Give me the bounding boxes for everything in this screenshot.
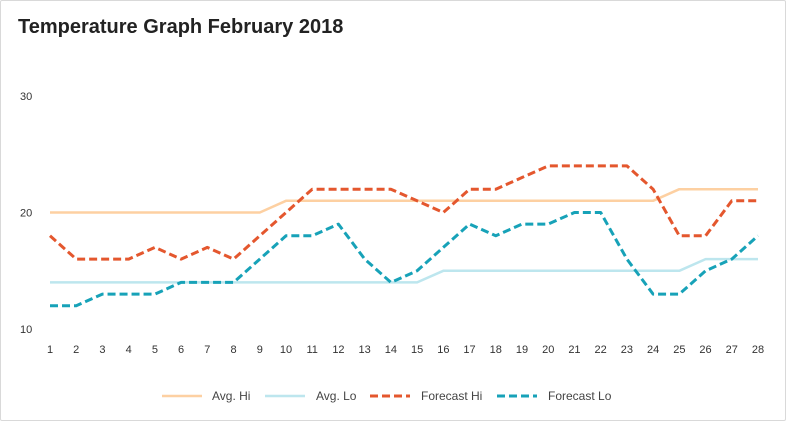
series-line-forecast-hi — [49, 164, 758, 261]
x-tick-label: 2 — [73, 344, 79, 356]
x-tick-label: 27 — [726, 344, 738, 356]
x-tick-label: 14 — [385, 344, 397, 356]
x-tick-label: 12 — [332, 344, 344, 356]
legend-label-forecast-hi: Forecast Hi — [421, 389, 482, 403]
x-tick-label: 11 — [307, 344, 318, 356]
x-axis-ticks: 1 2 3 4 5 6 7 8 9 10 11 12 13 14 15 16 17 18 19 20 21 22 23 24 2… — [47, 344, 764, 356]
legend-label-forecast-lo: Forecast Lo — [548, 389, 612, 403]
legend-label-avg-lo: Avg. Lo — [316, 389, 357, 403]
chart-title: Temperature Graph February 2018 — [18, 16, 344, 38]
x-tick-label: 9 — [257, 344, 263, 356]
y-axis-ticks: 10 20 30 — [20, 91, 32, 336]
x-tick-label: 24 — [647, 344, 659, 356]
y-tick-label: 20 — [20, 208, 32, 220]
x-tick-label: 3 — [99, 344, 105, 356]
x-tick-label: 10 — [280, 344, 292, 356]
legend: Avg. Hi Avg. Lo Forecast Hi Forecast Lo — [162, 389, 612, 403]
x-tick-label: 15 — [411, 344, 423, 356]
series-line-forecast-lo — [50, 211, 759, 308]
x-tick-label: 21 — [568, 344, 580, 356]
x-tick-label: 7 — [204, 344, 210, 356]
x-tick-label: 4 — [126, 344, 132, 356]
series-line-avg-hi — [50, 187, 758, 214]
x-tick-label: 16 — [437, 344, 449, 356]
x-tick-label: 17 — [463, 344, 475, 356]
x-tick-label: 25 — [673, 344, 685, 356]
x-tick-label: 20 — [542, 344, 554, 356]
y-tick-label: 30 — [20, 91, 32, 103]
x-tick-label: 6 — [178, 344, 184, 356]
x-tick-label: 19 — [516, 344, 528, 356]
x-tick-label: 8 — [230, 344, 236, 356]
series-line-avg-lo — [50, 257, 758, 284]
x-tick-label: 22 — [595, 344, 607, 356]
x-tick-label: 13 — [359, 344, 371, 356]
legend-label-avg-hi: Avg. Hi — [212, 389, 250, 403]
x-tick-label: 18 — [490, 344, 502, 356]
x-tick-label: 1 — [47, 344, 53, 356]
x-tick-label: 23 — [621, 344, 633, 356]
series-lines — [49, 164, 759, 308]
y-tick-label: 10 — [20, 324, 32, 336]
x-tick-label: 5 — [152, 344, 158, 356]
x-tick-label: 26 — [699, 344, 711, 356]
x-tick-label: 28 — [752, 344, 764, 356]
